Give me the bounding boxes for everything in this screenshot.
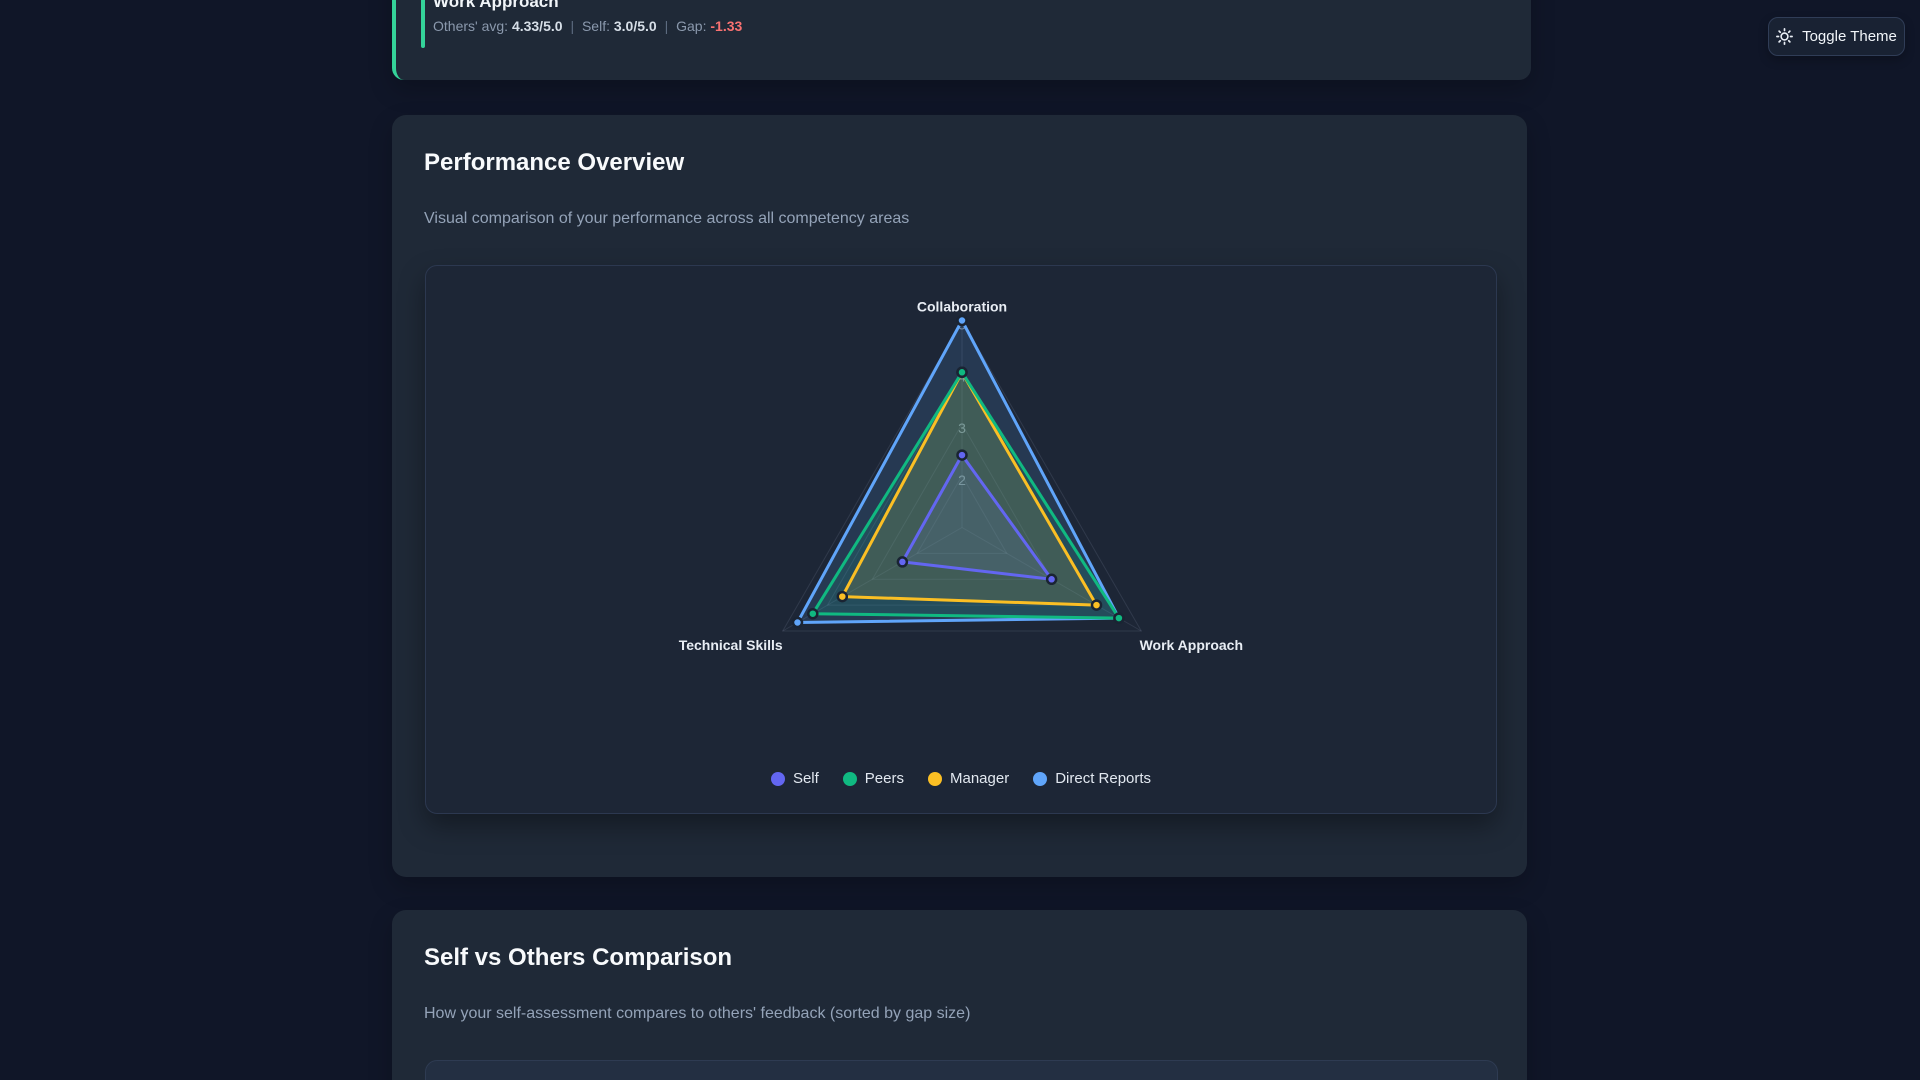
- overview-subtitle: Visual comparison of your performance ac…: [424, 210, 910, 227]
- legend-swatch-peers: [842, 771, 857, 786]
- self-label: Self:: [581, 18, 610, 34]
- radar-series-self-line: [900, 453, 1054, 581]
- radar-tick-label: 3: [958, 420, 966, 436]
- toggle-theme-label: Toggle Theme: [1802, 28, 1897, 45]
- radar-point-manager: [1090, 599, 1103, 611]
- legend-item-self: Self: [770, 770, 819, 787]
- radar-series-self-area: [902, 455, 1052, 580]
- radar-axis-label-collaboration: Collaboration: [917, 299, 1007, 315]
- radar-point-peers: [1113, 612, 1125, 624]
- legend-item-direct-reports: Direct Reports: [1033, 770, 1151, 787]
- comparison-card: Self vs Others Comparison How your self-…: [392, 910, 1527, 1080]
- radar-series-peers-area: [812, 372, 1119, 619]
- others-avg-value: 4.33/5.0: [511, 18, 563, 34]
- comparison-list-panel: [425, 1060, 1498, 1080]
- radar-grid-ring: [871, 422, 1053, 580]
- legend-swatch-self: [770, 771, 785, 786]
- comparison-subtitle: How your self-assessment compares to oth…: [424, 1005, 971, 1022]
- radar-point-self: [1045, 573, 1058, 586]
- radar-point-self: [956, 449, 968, 461]
- legend-swatch-manager: [927, 771, 942, 786]
- radar-point-manager: [836, 590, 849, 603]
- radar-grid-ring: [916, 474, 1008, 554]
- radar-point-direct-reports: [791, 616, 804, 629]
- radar-series-peers-line: [811, 370, 1121, 620]
- legend-label: Direct Reports: [1055, 770, 1152, 787]
- radar-series-manager-line: [840, 370, 1098, 607]
- radar-series-direct-reports-line: [796, 319, 1121, 624]
- radar-chart-panel: 2345CollaborationWork ApproachTechnical …: [425, 265, 1497, 814]
- radar-chart: 2345CollaborationWork ApproachTechnical …: [679, 299, 1243, 654]
- radar-point-self: [896, 556, 909, 568]
- item-title: Work Approach: [433, 0, 559, 11]
- radar-axis-label-work-approach: Work Approach: [1140, 637, 1243, 653]
- comparison-title: Self vs Others Comparison: [424, 944, 733, 971]
- stats-separator: |: [570, 18, 575, 34]
- radar-axis-label-technical-skills: Technical Skills: [679, 637, 783, 653]
- item-accent-bar: [421, 0, 425, 48]
- radar-series-direct-reports-area: [797, 320, 1119, 623]
- chart-legend: Self Peers Manager Direct Reports: [426, 770, 1496, 787]
- legend-item-peers: Peers: [842, 770, 904, 787]
- legend-item-manager: Manager: [927, 770, 1010, 787]
- radar-point-peers: [956, 366, 968, 379]
- radar-tick-label: 2: [958, 472, 966, 488]
- performance-overview-card: Performance Overview Visual comparison o…: [392, 115, 1527, 877]
- radar-grid-ring: [781, 319, 1143, 632]
- overview-title: Performance Overview: [424, 149, 685, 176]
- radar-series-manager-area: [842, 372, 1097, 606]
- legend-swatch-direct-reports: [1033, 771, 1048, 786]
- legend-label: Manager: [949, 770, 1010, 787]
- item-stats: Others' avg: 4.33/5.0 | Self: 3.0/5.0 | …: [433, 18, 742, 35]
- legend-label: Peers: [864, 770, 904, 787]
- competency-item-card: Work Approach Others' avg: 4.33/5.0 | Se…: [392, 0, 1531, 80]
- others-avg-label: Others' avg:: [433, 18, 509, 34]
- sun-icon: [1776, 28, 1794, 45]
- stats-separator: |: [664, 18, 669, 34]
- toggle-theme-button[interactable]: Toggle Theme: [1768, 17, 1905, 56]
- radar-point-direct-reports: [956, 314, 968, 327]
- radar-point-peers: [807, 607, 819, 620]
- gap-value: -1.33: [710, 18, 743, 34]
- self-value: 3.0/5.0: [613, 18, 657, 34]
- gap-label: Gap:: [676, 18, 707, 34]
- legend-label: Self: [792, 770, 819, 787]
